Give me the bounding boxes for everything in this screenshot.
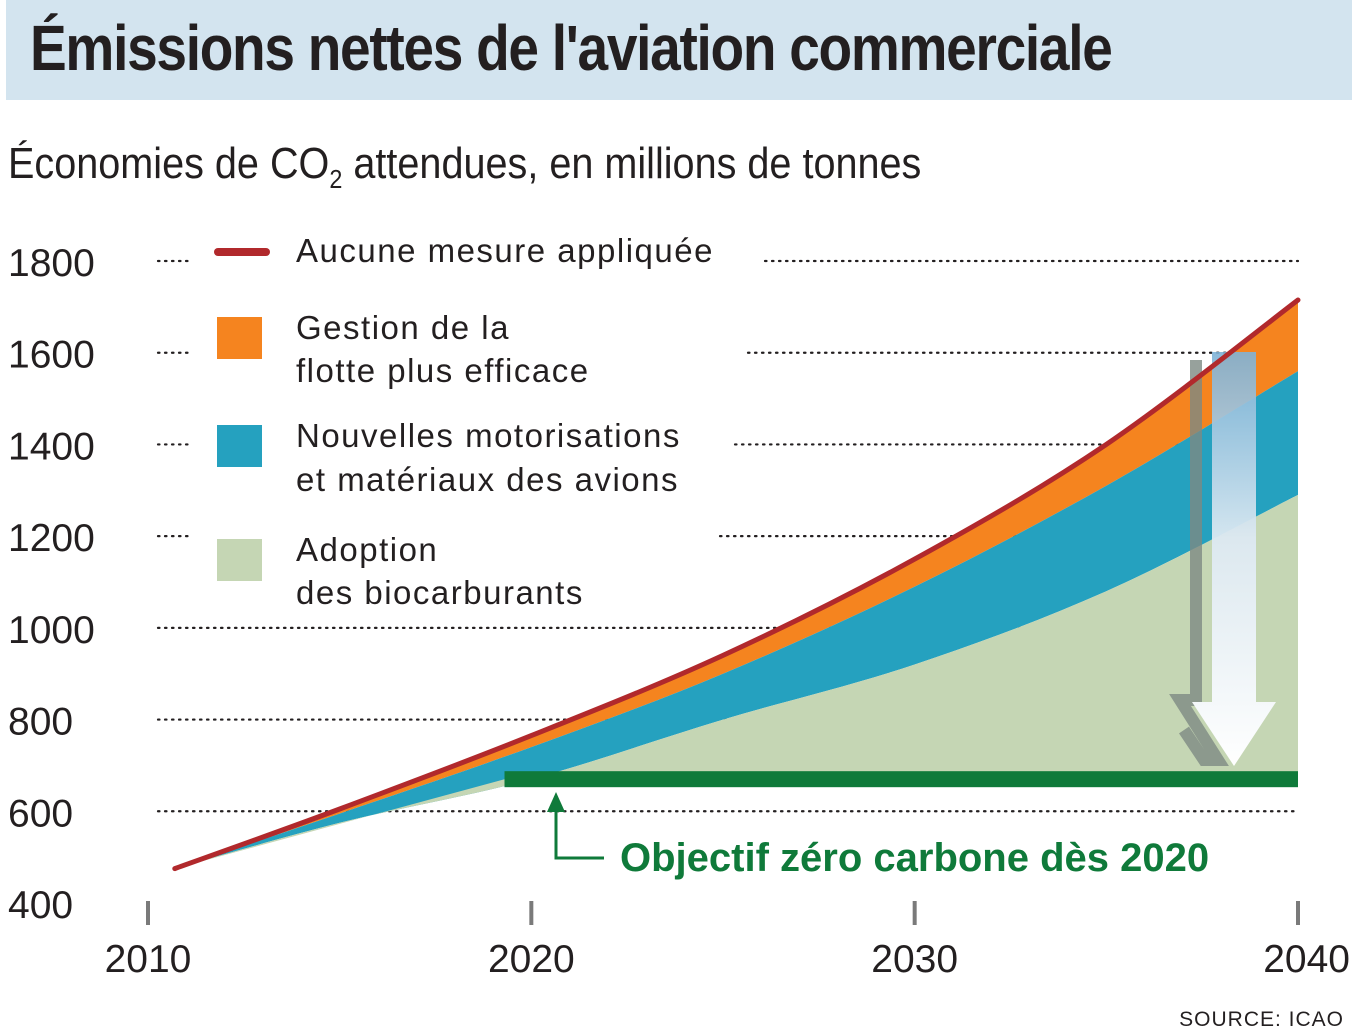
legend-label: Adoption (296, 531, 438, 568)
legend-fleet-management: Gestion de la flotte plus efficace (217, 309, 590, 389)
target-pointer-line (554, 800, 604, 860)
legend: Aucune mesure appliquée Gestion de la flot… (214, 232, 714, 611)
subtitle-subscript: 2 (329, 164, 343, 194)
subtitle-pre: Économies de CO (8, 139, 330, 188)
legend-label: Nouvelles motorisations (296, 417, 681, 454)
legend-biofuels: Adoption des biocarburants (217, 531, 584, 611)
source-note: SOURCE: ICAO (1179, 1008, 1344, 1031)
legend-label: et matériaux des avions (296, 461, 679, 498)
reduction-arrow (1169, 352, 1276, 766)
title-band (6, 0, 1352, 100)
target-pointer-head (547, 792, 565, 812)
legend-new-engines: Nouvelles motorisations et matériaux des … (217, 417, 681, 498)
y-tick-label: 1000 (8, 609, 95, 652)
chart-title: Émissions nettes de l'aviation commercia… (30, 12, 1113, 84)
y-tick-label: 800 (8, 701, 73, 744)
arrow-body (1192, 352, 1276, 766)
target-bar (504, 771, 1298, 788)
y-tick-label: 400 (8, 884, 73, 927)
legend-label: Gestion de la (296, 309, 510, 346)
x-tick-label: 2020 (488, 938, 575, 981)
chart-subtitle: Économies de CO2 attendues, en millions … (8, 138, 921, 205)
x-tick-label: 2040 (1263, 938, 1350, 981)
no-measures-layer (172, 297, 1301, 872)
y-tick-label: 1800 (8, 242, 95, 285)
arrow-shadow (1169, 360, 1229, 766)
line-no-measures (172, 297, 1301, 872)
target-layer: Objectif zéro carbone dès 2020 (504, 771, 1298, 880)
legend-no-measures: Aucune mesure appliquée (214, 232, 714, 269)
legend-swatch (217, 425, 262, 467)
legend-swatch (217, 317, 262, 359)
axes: 400 600 800 1000 1200 1400 1600 1800 2010 2020 203… (8, 242, 1350, 981)
target-label: Objectif zéro carbone dès 2020 (620, 836, 1209, 880)
x-tick-label: 2030 (871, 938, 958, 981)
x-tick-label: 2010 (105, 938, 192, 981)
subtitle-post: attendues, en millions de tonnes (342, 139, 922, 188)
y-tick-label: 1400 (8, 425, 95, 468)
y-tick-label: 600 (8, 792, 73, 835)
legend-label: flotte plus efficace (296, 352, 590, 389)
legend-label: des biocarburants (296, 574, 584, 611)
y-tick-label: 1600 (8, 334, 95, 377)
legend-swatch (217, 539, 262, 581)
legend-label: Aucune mesure appliquée (296, 232, 714, 269)
y-tick-label: 1200 (8, 517, 95, 560)
